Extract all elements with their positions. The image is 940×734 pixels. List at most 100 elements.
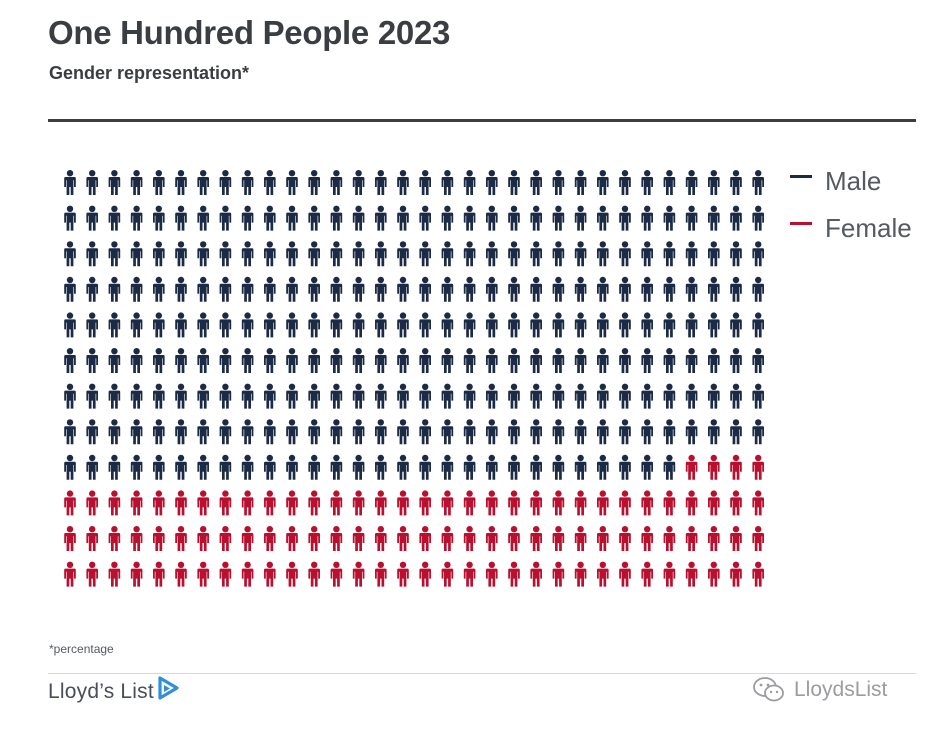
person-icon — [463, 490, 476, 516]
person-icon — [130, 312, 143, 338]
person-icon — [264, 490, 276, 516]
person-icon — [530, 312, 542, 338]
person-icon — [619, 241, 631, 267]
person-icon — [663, 276, 676, 302]
person-icon — [330, 419, 343, 445]
person-icon — [64, 490, 76, 516]
person-icon — [352, 312, 365, 338]
person-icon — [197, 170, 209, 195]
brand: Lloyd’s List — [48, 676, 180, 704]
person-icon — [619, 383, 631, 409]
person-icon — [730, 348, 742, 373]
person-icon — [752, 383, 764, 409]
person-icon — [574, 383, 587, 409]
person-icon — [663, 170, 676, 195]
person-icon — [530, 276, 542, 302]
person-icon — [663, 383, 676, 409]
person-icon — [330, 526, 343, 551]
person-icon — [375, 348, 387, 373]
person-icon — [241, 348, 254, 373]
person-icon — [264, 312, 276, 338]
person-icon — [397, 276, 409, 302]
person-icon — [308, 419, 320, 445]
person-icon — [685, 490, 698, 516]
person-icon — [108, 526, 121, 551]
person-icon — [286, 419, 298, 445]
person-icon — [130, 383, 143, 409]
person-icon — [153, 348, 165, 373]
person-icon — [86, 276, 98, 302]
person-icon — [308, 312, 320, 338]
person-icon — [197, 419, 209, 445]
person-icon — [286, 241, 298, 267]
person-icon — [64, 170, 76, 195]
person-icon — [530, 419, 542, 445]
person-icon — [419, 490, 431, 516]
brand-name: Lloyd’s List — [48, 680, 154, 703]
person-icon — [597, 205, 609, 231]
person-icon — [419, 276, 431, 302]
person-icon — [552, 348, 565, 373]
person-icon — [574, 205, 587, 231]
legend-item-male: Male — [790, 158, 912, 205]
person-icon — [308, 348, 320, 373]
person-icon — [153, 312, 165, 338]
person-icon — [419, 348, 431, 373]
person-icon — [153, 419, 165, 445]
person-icon — [486, 490, 498, 516]
person-icon — [597, 419, 609, 445]
person-icon — [752, 276, 764, 302]
person-icon — [264, 526, 276, 551]
person-icon — [463, 383, 476, 409]
person-icon — [241, 276, 254, 302]
person-icon — [663, 312, 676, 338]
person-icon — [685, 170, 698, 195]
person-icon — [197, 526, 209, 551]
person-icon — [752, 205, 764, 231]
person-icon — [375, 419, 387, 445]
person-icon — [64, 383, 76, 409]
legend-swatch-male — [790, 175, 812, 178]
person-icon — [508, 561, 520, 587]
person-icon — [685, 454, 698, 480]
person-icon — [130, 348, 143, 373]
person-icon — [153, 454, 165, 480]
person-icon — [64, 241, 76, 267]
person-icon — [219, 170, 232, 195]
person-icon — [86, 383, 98, 409]
person-icon — [619, 454, 631, 480]
person-icon — [663, 205, 676, 231]
person-icon — [352, 205, 365, 231]
person-icon — [574, 312, 587, 338]
person-icon — [219, 561, 232, 587]
person-icon — [64, 561, 76, 587]
person-icon — [486, 312, 498, 338]
person-icon — [108, 383, 121, 409]
person-icon — [397, 205, 409, 231]
person-icon — [708, 561, 720, 587]
person-icon — [397, 454, 409, 480]
person-icon — [108, 561, 121, 587]
person-icon — [530, 241, 542, 267]
person-icon — [685, 419, 698, 445]
person-icon — [64, 454, 76, 480]
watermark-text: LloydsList — [794, 678, 888, 701]
person-icon — [552, 170, 565, 195]
person-icon — [508, 276, 520, 302]
person-icon — [197, 383, 209, 409]
person-icon — [574, 170, 587, 195]
person-icon — [663, 348, 676, 373]
person-icon — [752, 454, 764, 480]
person-icon — [108, 490, 121, 516]
person-icon — [352, 419, 365, 445]
person-icon — [153, 241, 165, 267]
person-icon — [552, 526, 565, 551]
person-icon — [597, 454, 609, 480]
person-icon — [730, 490, 742, 516]
person-icon — [175, 526, 187, 551]
person-icon — [685, 561, 698, 587]
person-icon — [352, 170, 365, 195]
person-icon — [597, 312, 609, 338]
person-icon — [330, 276, 343, 302]
person-icon — [463, 170, 476, 195]
